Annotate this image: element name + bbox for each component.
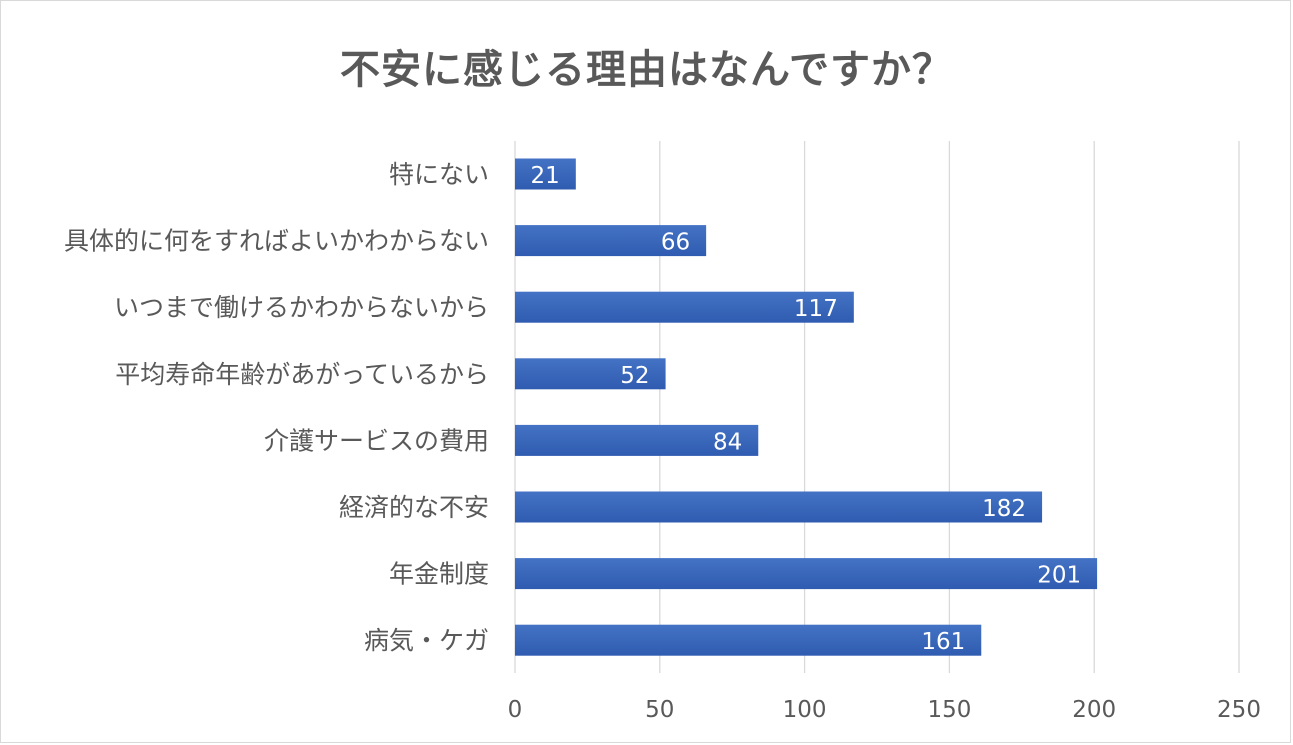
x-tick-label: 0: [508, 697, 523, 723]
category-label: 年金制度: [389, 560, 489, 589]
data-label: 84: [713, 429, 742, 455]
bar: [515, 158, 576, 190]
category-label: 介護サービスの費用: [264, 426, 489, 455]
category-label: 経済的な不安: [339, 493, 489, 522]
category-label: 特にない: [389, 160, 489, 189]
category-label: いつまで働けるかわからないから: [114, 293, 489, 322]
bar: [515, 291, 854, 323]
bar: [515, 491, 1043, 523]
x-tick-label: 50: [645, 697, 674, 723]
x-tick-label: 250: [1217, 697, 1261, 723]
bar: [515, 358, 666, 390]
data-label: 201: [1037, 563, 1081, 589]
x-tick-label: 150: [927, 697, 971, 723]
category-label: 病気・ケガ: [364, 626, 489, 655]
data-label: 52: [620, 363, 649, 389]
data-label: 21: [531, 163, 560, 189]
bar: [515, 624, 982, 656]
data-label: 182: [982, 496, 1026, 522]
bar: [515, 558, 1098, 590]
chart-title: 不安に感じる理由はなんですか？: [340, 47, 953, 93]
category-label: 具体的に何をすればよいかわからない: [64, 227, 489, 256]
category-label: 平均寿命年齢があがっているから: [115, 360, 489, 389]
data-label: 117: [794, 296, 838, 322]
x-tick-label: 100: [783, 697, 827, 723]
bar: [515, 225, 707, 257]
data-label: 66: [661, 230, 690, 256]
data-label: 161: [921, 629, 965, 655]
x-tick-label: 200: [1072, 697, 1116, 723]
bar: [515, 424, 759, 456]
